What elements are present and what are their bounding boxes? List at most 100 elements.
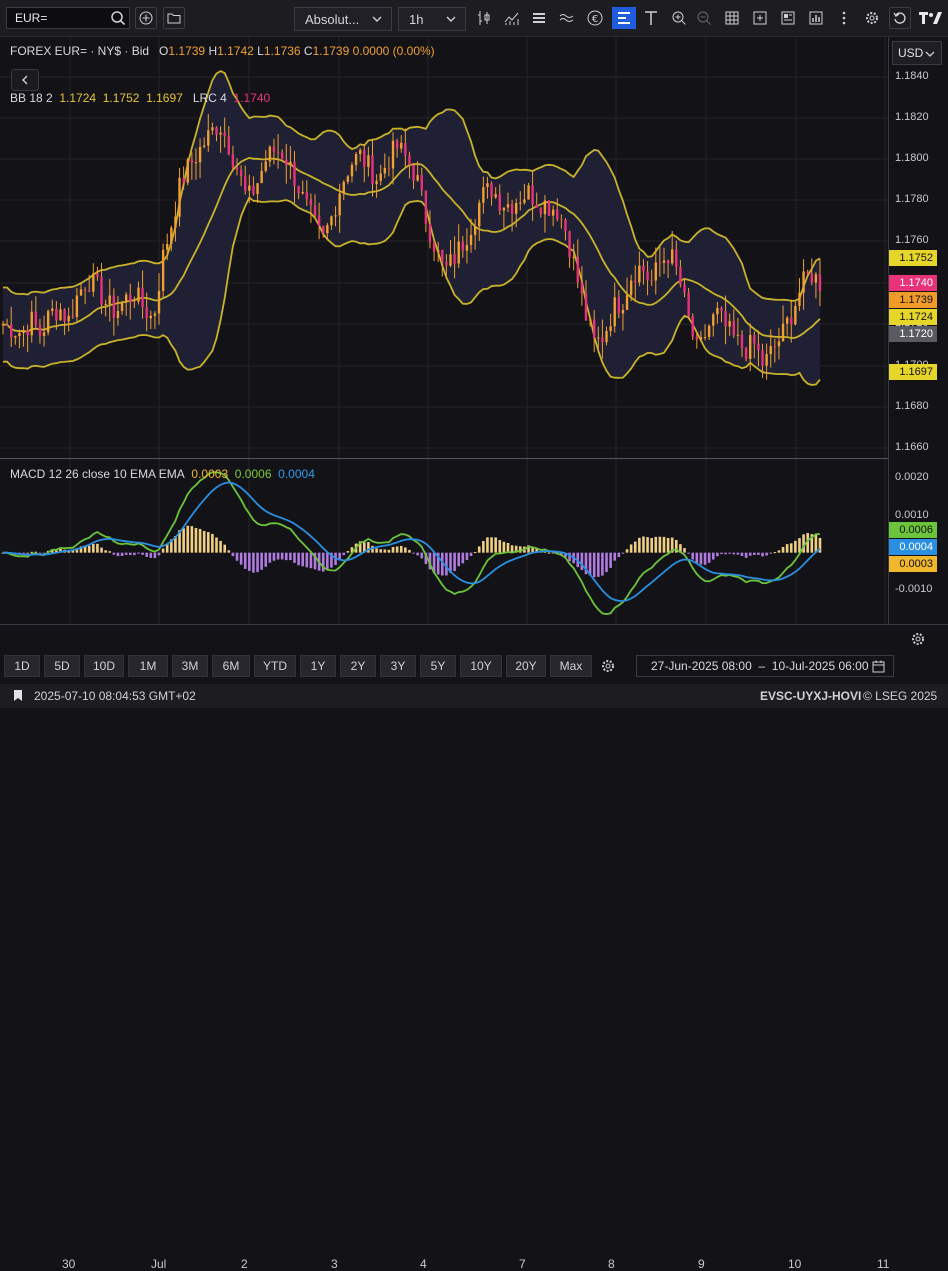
candle-body — [186, 159, 189, 183]
candle-body — [133, 301, 136, 303]
macd-histogram-bar — [440, 552, 444, 576]
collapse-legend-button[interactable] — [11, 69, 39, 91]
zoom-in-icon[interactable] — [669, 8, 689, 28]
macd-histogram-bar — [59, 548, 62, 553]
range-button-3m[interactable]: 3M — [172, 655, 208, 677]
axis-settings-icon[interactable] — [908, 629, 928, 649]
high-value: 1.1742 — [217, 44, 254, 58]
candle-body — [420, 175, 423, 191]
add-panel-icon[interactable] — [750, 8, 770, 28]
range-settings-icon[interactable] — [598, 656, 618, 676]
candle-body — [728, 321, 731, 327]
settings-gear-icon[interactable] — [862, 8, 882, 28]
macd-histogram-bar — [703, 552, 707, 565]
candle-body — [506, 204, 510, 208]
candle-body — [272, 146, 276, 152]
candle-body — [408, 155, 411, 165]
align-tool-icon[interactable] — [612, 7, 636, 29]
candle-body — [145, 307, 148, 319]
range-button-10y[interactable]: 10Y — [460, 655, 502, 677]
copyright: © LSEG 2025 — [863, 689, 938, 703]
range-button-1y[interactable]: 1Y — [300, 655, 336, 677]
waves-icon[interactable] — [557, 8, 577, 28]
range-button-2y[interactable]: 2Y — [340, 655, 376, 677]
interval-dropdown[interactable]: 1h — [398, 7, 466, 31]
macd-histogram-bar — [133, 552, 136, 556]
range-button-5y[interactable]: 5Y — [420, 655, 456, 677]
add-symbol-button[interactable] — [135, 7, 157, 29]
macd-histogram-bar — [383, 549, 387, 553]
macd-histogram-bar — [268, 552, 272, 563]
candle-body — [100, 276, 103, 305]
macd-histogram-bar — [391, 547, 395, 553]
folder-icon[interactable] — [163, 7, 185, 29]
candle-body — [469, 234, 473, 246]
macd-histogram-bar — [194, 527, 198, 553]
chevron-left-icon — [22, 75, 28, 85]
macd-histogram-bar — [264, 552, 268, 567]
candle-body — [601, 337, 604, 343]
range-button-1m[interactable]: 1M — [128, 655, 168, 677]
range-button-6m[interactable]: 6M — [212, 655, 250, 677]
price-badge: 1.1720 — [889, 326, 937, 343]
news-icon[interactable] — [778, 8, 798, 28]
macd-badge: 0.0006 — [889, 522, 937, 539]
macd-histogram-bar — [34, 551, 38, 553]
macd-histogram-bar — [428, 552, 432, 570]
price-legend: FOREX EUR= · NY$ · Bid O1.1739 H1.1742 L… — [10, 44, 435, 58]
symbol-input[interactable] — [6, 7, 130, 29]
price-axis-label: 1.1660 — [895, 441, 929, 453]
currency-euro-icon[interactable]: € — [585, 8, 605, 28]
macd-histogram-bar — [670, 537, 674, 553]
zoom-out-icon[interactable] — [694, 8, 714, 28]
price-badge: 1.1697 — [889, 363, 937, 380]
bb-lower-value: 1.1697 — [146, 91, 183, 105]
close-value: 1.1739 — [312, 44, 350, 58]
bar-chart-icon[interactable] — [806, 8, 826, 28]
candle-body — [149, 315, 152, 319]
candle-body — [334, 215, 337, 217]
range-button-10d[interactable]: 10D — [84, 655, 124, 677]
macd-histogram-bar — [675, 539, 678, 553]
search-icon[interactable] — [108, 8, 128, 28]
candlestick-icon[interactable] — [475, 8, 495, 28]
more-icon[interactable] — [834, 8, 854, 28]
macd-histogram-bar — [239, 552, 243, 565]
macd-histogram-bar — [457, 552, 461, 567]
range-button-3y[interactable]: 3Y — [380, 655, 416, 677]
candle-body — [338, 193, 341, 216]
range-button-1d[interactable]: 1D — [4, 655, 40, 677]
text-tool-icon[interactable] — [641, 8, 661, 28]
macd-histogram-bar — [231, 552, 235, 557]
macd-histogram-bar — [206, 532, 210, 553]
macd-histogram-bar — [408, 549, 411, 553]
range-button-5d[interactable]: 5D — [44, 655, 80, 677]
currency-dropdown[interactable]: USD — [892, 41, 942, 65]
macd-histogram-bar — [613, 552, 617, 561]
macd-histogram-bar — [367, 542, 370, 553]
macd-histogram-bar — [297, 552, 300, 566]
candle-body — [597, 337, 600, 339]
candle-body — [350, 164, 354, 177]
price-axis-label: 1.1760 — [895, 234, 929, 246]
range-button-20y[interactable]: 20Y — [506, 655, 546, 677]
macd-histogram-bar — [153, 552, 157, 559]
date-range-field[interactable]: 27-Jun-2025 08:00 – 10-Jul-2025 06:00 — [636, 655, 894, 677]
range-button-max[interactable]: Max — [550, 655, 592, 677]
price-axis-label: 1.1800 — [895, 152, 929, 164]
candle-body — [671, 249, 674, 264]
bb-label: BB 18 2 — [10, 91, 53, 105]
undo-icon[interactable] — [889, 7, 911, 29]
time-axis[interactable]: 30 Jul 2 3 4 7 8 9 10 11 — [0, 625, 948, 1271]
chart-type-dropdown[interactable]: Absolut... — [294, 7, 392, 31]
range-button-ytd[interactable]: YTD — [254, 655, 296, 677]
candle-body — [658, 262, 662, 264]
price-chart[interactable] — [0, 0, 948, 708]
candle-body — [395, 140, 399, 149]
list-lines-icon[interactable] — [529, 8, 549, 28]
candle-body — [301, 191, 304, 194]
table-icon[interactable] — [722, 8, 742, 28]
candle-body — [141, 287, 144, 308]
indicator-chart-icon[interactable] — [502, 8, 522, 28]
macd-histogram-bar — [186, 525, 190, 553]
